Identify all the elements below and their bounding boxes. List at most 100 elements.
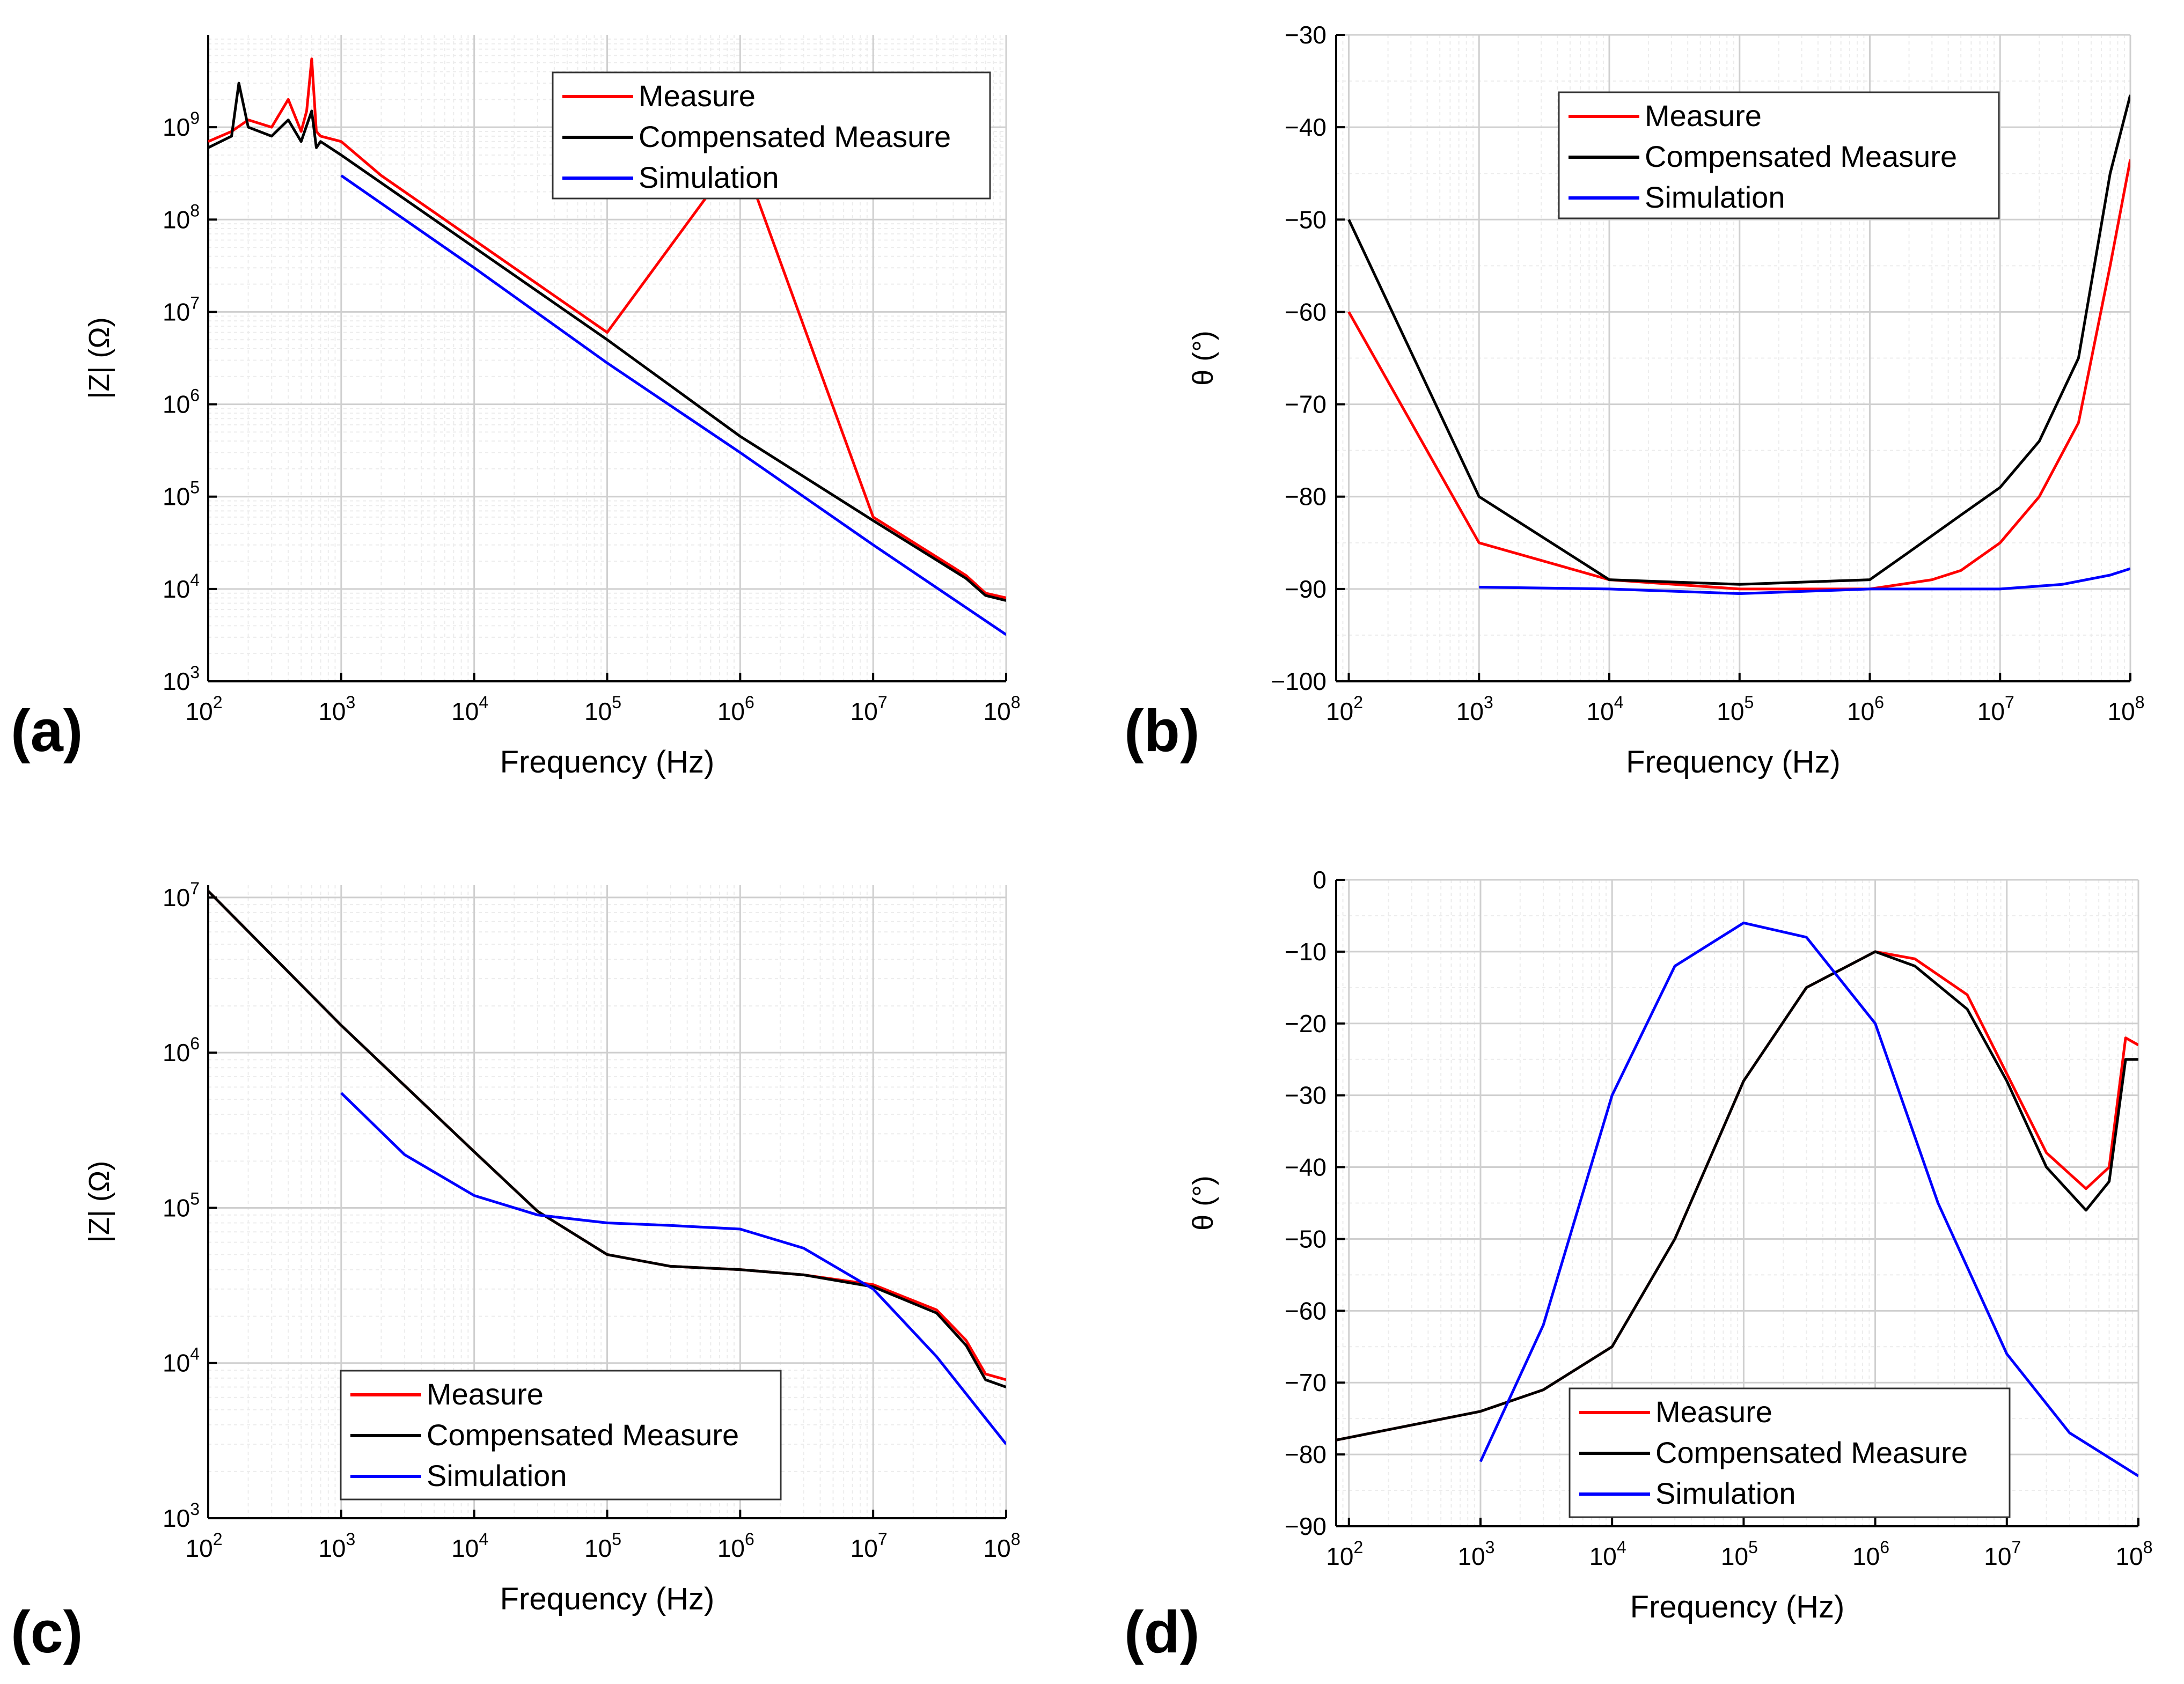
- y-tick-label: −30: [1285, 1082, 1326, 1109]
- y-tick-label: −70: [1285, 391, 1326, 418]
- x-tick-label: 103: [1457, 1538, 1494, 1570]
- series-line-compensated-measure: [1347, 94, 2130, 586]
- legend-entry: Compensated Measure: [1645, 139, 1957, 173]
- x-axis-ticks: 102 103 104 105 106 107 108: [186, 885, 1021, 1562]
- x-axis-label: Frequency (Hz): [1626, 745, 1841, 780]
- legend-entry: Compensated Measure: [427, 1418, 739, 1452]
- y-tick-label: −20: [1285, 1010, 1326, 1038]
- y-tick-label: −100: [1271, 667, 1326, 695]
- y-tick-label: 109: [163, 108, 200, 141]
- y-tick-label: 106: [163, 386, 200, 418]
- y-tick-label: 107: [163, 879, 200, 911]
- y-axis-label: θ (°): [1187, 330, 1219, 386]
- legend-entry: Simulation: [639, 160, 779, 194]
- legend-entry: Compensated Measure: [1655, 1436, 1968, 1469]
- y-axis-label: θ (°): [1187, 1175, 1219, 1231]
- legend: Measure Compensated Measure Simulation: [1558, 91, 2000, 219]
- y-tick-label: −90: [1285, 1512, 1326, 1540]
- y-tick-label: −80: [1285, 1440, 1326, 1468]
- y-tick-label: −50: [1285, 205, 1326, 233]
- y-axis-label: |Z| (Ω): [83, 1161, 115, 1242]
- x-tick-label: 105: [1717, 693, 1754, 725]
- x-tick-label: 105: [584, 1529, 621, 1562]
- y-tick-label: 104: [163, 570, 200, 603]
- x-tick-label: 102: [1326, 1538, 1363, 1570]
- x-tick-label: 108: [984, 1529, 1021, 1562]
- x-tick-label: 102: [186, 693, 223, 725]
- y-tick-label: −40: [1285, 113, 1326, 141]
- x-tick-label: 104: [451, 1529, 488, 1562]
- legend: Measure Compensated Measure Simulation: [1569, 1387, 2011, 1518]
- legend-entry: Measure: [1655, 1395, 1772, 1429]
- legend-entry: Compensated Measure: [639, 120, 951, 153]
- y-tick-label: 107: [163, 293, 200, 326]
- panel-d-chart: 102 103 104 105 106 107 108 −90 −80 −70 −60 −50 −40 −…: [1187, 866, 2152, 1624]
- x-tick-label: 107: [1984, 1538, 2021, 1570]
- x-tick-label: 106: [1847, 693, 1884, 725]
- x-tick-label: 106: [717, 1529, 754, 1562]
- y-tick-label: 103: [163, 663, 200, 695]
- x-tick-label: 105: [584, 693, 621, 725]
- series-line-compensated-measure: [208, 82, 1006, 602]
- minor-grid: [1336, 880, 2138, 1526]
- series-line-measure: [208, 57, 1006, 599]
- series-lines: [1347, 94, 2130, 595]
- x-tick-label: 108: [2116, 1538, 2153, 1570]
- x-tick-label: 108: [2108, 693, 2145, 725]
- panel-label-d: (d): [1124, 1599, 1199, 1665]
- x-tick-label: 103: [318, 1529, 355, 1562]
- x-tick-label: 102: [186, 1529, 223, 1562]
- legend-entry: Measure: [1645, 99, 1762, 133]
- legend-entry: Measure: [639, 79, 756, 113]
- panel-label-a: (a): [11, 698, 83, 764]
- panel-label-b: (b): [1124, 698, 1199, 764]
- minor-grid: [1336, 35, 2130, 681]
- legend: Measure Compensated Measure Simulation: [340, 1370, 782, 1501]
- series-lines: [208, 57, 1006, 636]
- y-tick-label: −10: [1285, 938, 1326, 966]
- panel-a-chart: 102 103 104 105 106 107 1081031041051061071081…: [83, 35, 1020, 780]
- y-tick-label: −80: [1285, 483, 1326, 511]
- y-tick-label: −50: [1285, 1225, 1326, 1253]
- x-axis-label: Frequency (Hz): [500, 1582, 715, 1616]
- series-lines: [1336, 921, 2138, 1477]
- y-tick-label: 104: [163, 1344, 200, 1377]
- y-tick-label: −60: [1285, 298, 1326, 326]
- series-line-measure: [1347, 159, 2130, 591]
- x-tick-label: 104: [451, 693, 488, 725]
- y-axis-label: |Z| (Ω): [83, 317, 115, 399]
- y-tick-label: 108: [163, 201, 200, 233]
- series-lines: [208, 890, 1006, 1445]
- x-tick-label: 105: [1721, 1538, 1758, 1570]
- series-line-compensated-measure: [1336, 950, 2138, 1442]
- y-tick-label: −90: [1285, 575, 1326, 603]
- panel-label-c: (c): [11, 1599, 83, 1665]
- series-line-simulation: [1479, 921, 2138, 1477]
- x-tick-label: 107: [851, 1529, 888, 1562]
- y-tick-label: −40: [1285, 1153, 1326, 1181]
- x-tick-label: 107: [1977, 693, 2014, 725]
- legend-entry: Simulation: [427, 1459, 567, 1492]
- x-tick-label: 103: [318, 693, 355, 725]
- series-line-compensated-measure: [208, 890, 1006, 1388]
- legend-entry: Simulation: [1645, 180, 1785, 214]
- legend-entry: Measure: [427, 1377, 544, 1411]
- x-tick-label: 106: [1852, 1538, 1889, 1570]
- x-tick-label: 106: [717, 693, 754, 725]
- series-line-simulation: [340, 1092, 1006, 1445]
- y-tick-label: 103: [163, 1499, 200, 1532]
- x-axis-label: Frequency (Hz): [500, 745, 715, 780]
- legend-entry: Simulation: [1655, 1476, 1795, 1510]
- x-tick-label: 104: [1587, 693, 1624, 725]
- legend: Measure Compensated Measure Simulation: [552, 71, 991, 200]
- y-tick-label: 105: [163, 1189, 200, 1222]
- series-line-simulation: [1479, 567, 2130, 595]
- x-tick-label: 107: [851, 693, 888, 725]
- y-tick-label: 105: [163, 478, 200, 511]
- y-tick-label: −30: [1285, 21, 1326, 49]
- panel-b-chart: 102 103 104 105 106 107 108 −100 −90 −80 −70 −60 −50…: [1187, 21, 2144, 780]
- y-tick-label: −60: [1285, 1297, 1326, 1325]
- y-tick-label: 0: [1313, 866, 1326, 894]
